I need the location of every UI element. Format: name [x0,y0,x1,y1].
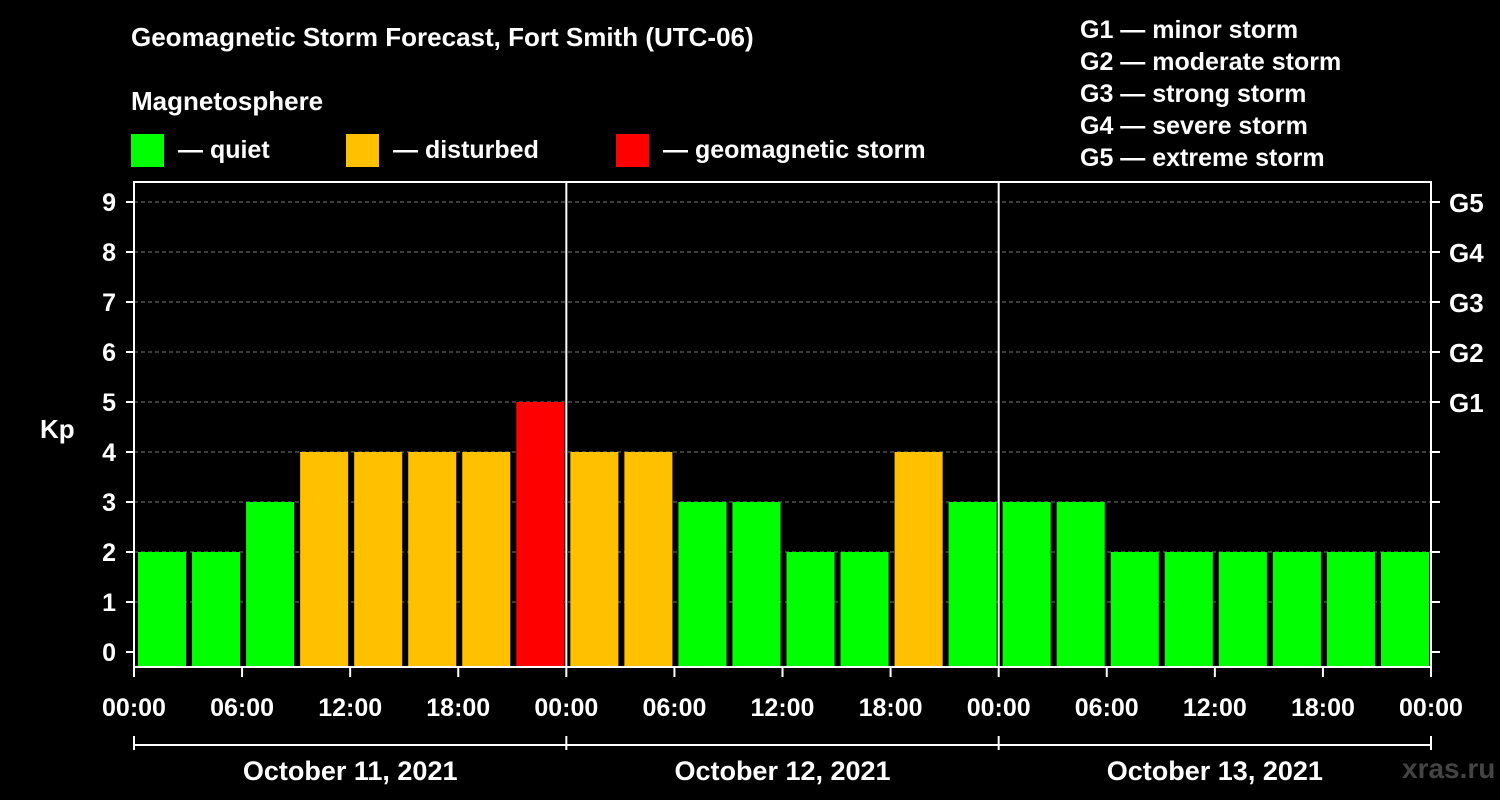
y-tick-label-5: 5 [102,389,116,417]
bar-slot-6 [462,452,511,667]
storm-scale-g1: G1 — minor storm [1080,16,1299,44]
x-tick-label-9: 06:00 [1075,694,1139,722]
x-tick-label-10: 12:00 [1183,694,1247,722]
day-label-0: October 11, 2021 [243,756,458,786]
day-label-1: October 12, 2021 [674,756,890,786]
axes: 0 1 2 3 4 5 6 7 8 9 G1 G2 G3 G4 G5 00:00 06:00 12:00 18:00… [102,181,1484,786]
right-tick-label-g1: G1 [1449,388,1484,418]
bar-slot-3 [300,452,349,667]
bar-slot-8 [570,452,619,667]
x-tick-label-8: 00:00 [967,694,1031,722]
x-tick-label-11: 18:00 [1291,694,1355,722]
bar-slot-14 [894,452,943,667]
bar-slot-19 [1164,552,1213,667]
y-tick-label-9: 9 [102,189,116,217]
storm-scale-g4: G4 — severe storm [1080,112,1308,140]
bar-slot-15 [948,502,997,667]
y-tick-label-6: 6 [102,339,116,367]
y-tick-label-3: 3 [102,489,116,517]
x-tick-label-0: 00:00 [102,694,166,722]
bar-slot-21 [1272,552,1321,667]
y-axis-label: Kp [40,414,75,444]
x-tick-label-1: 06:00 [210,694,274,722]
storm-scale-g2: G2 — moderate storm [1080,48,1342,76]
legend-item-disturbed: — disturbed [346,133,539,167]
legend-label-disturbed: — disturbed [393,135,539,164]
storm-scale-g5: G5 — extreme storm [1080,144,1325,172]
bar-slot-17 [1056,502,1105,667]
right-tick-label-g2: G2 [1449,338,1484,368]
legend-item-quiet: — quiet [131,133,270,167]
chart-title: Geomagnetic Storm Forecast, Fort Smith (… [131,22,754,52]
legend-item-storm: — geomagnetic storm [616,133,926,167]
bar-slot-16 [1002,502,1051,667]
bar-slot-7 [516,402,565,667]
grid-lines [134,201,1431,603]
x-tick-label-3: 18:00 [426,694,490,722]
x-tick-label-4: 00:00 [534,694,598,722]
y-tick-label-1: 1 [102,589,116,617]
x-tick-label-7: 18:00 [859,694,923,722]
legend-label-quiet: — quiet [178,135,270,164]
bar-slot-9 [624,452,673,667]
y-tick-label-4: 4 [102,439,116,467]
right-tick-label-g4: G4 [1449,238,1484,268]
storm-scale-legend: G1 — minor storm G2 — moderate storm G3 … [1080,14,1341,174]
right-tick-label-g3: G3 [1449,288,1484,318]
y-tick-label-8: 8 [102,239,116,267]
bar-slot-0 [138,552,187,667]
watermark: xras.ru [1402,753,1496,784]
legend-label-storm: — geomagnetic storm [663,135,926,164]
day-label-2: October 13, 2021 [1107,756,1323,786]
bar-slot-10 [678,502,727,667]
legend-swatch-storm [616,133,649,167]
bar-slot-18 [1110,552,1159,667]
x-tick-label-5: 06:00 [642,694,706,722]
bar-slot-22 [1326,552,1375,667]
bars [138,402,1429,667]
x-tick-label-6: 12:00 [751,694,815,722]
storm-scale-g3: G3 — strong storm [1080,80,1307,108]
x-tick-label-12: 00:00 [1399,694,1463,722]
bar-slot-5 [408,452,457,667]
legend-swatch-disturbed [346,133,379,167]
bar-slot-23 [1380,552,1429,667]
bar-slot-20 [1218,552,1267,667]
bar-slot-12 [786,552,835,667]
y-tick-label-0: 0 [102,639,116,667]
bar-slot-1 [192,552,241,667]
right-tick-label-g5: G5 [1449,188,1484,218]
bar-slot-11 [732,502,781,667]
chart-subtitle: Magnetosphere [131,86,324,116]
bar-slot-13 [840,552,889,667]
x-tick-label-2: 12:00 [318,694,382,722]
y-tick-label-2: 2 [102,539,116,567]
bar-slot-2 [246,502,295,667]
legend-swatch-quiet [131,133,164,167]
y-tick-label-7: 7 [102,289,116,317]
bar-slot-4 [354,452,403,667]
